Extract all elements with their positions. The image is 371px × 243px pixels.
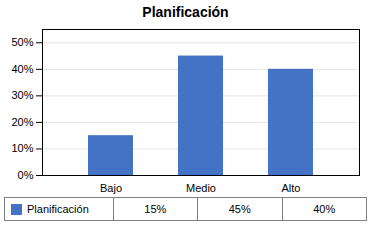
html-text:40%: 40%: [313, 203, 336, 215]
svg-text:40%: 40%: [11, 63, 33, 75]
svg-text:50%: 50%: [11, 36, 33, 48]
svg-text:30%: 30%: [11, 89, 33, 101]
svg-text:Bajo: Bajo: [100, 182, 122, 194]
svg-text:Medio: Medio: [186, 182, 216, 194]
html-text:15%: 15%: [144, 203, 167, 215]
svg-text:0%: 0%: [18, 169, 34, 181]
html-text:Planificación: Planificación: [27, 202, 89, 215]
html-text:45%: 45%: [228, 203, 251, 215]
svg-text:10%: 10%: [11, 142, 33, 154]
svg-text:20%: 20%: [11, 116, 33, 128]
svg-text:Alto: Alto: [282, 182, 301, 194]
html-text:Planificación: Planificación: [142, 4, 229, 20]
